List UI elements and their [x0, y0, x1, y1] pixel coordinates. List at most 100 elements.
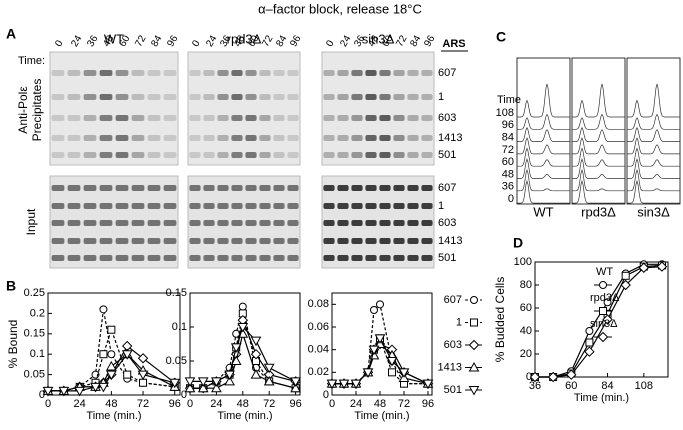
- gel-band: [393, 203, 405, 209]
- marker: [388, 368, 396, 377]
- time-tick-label: 96: [165, 33, 180, 49]
- input-label: Input: [24, 208, 38, 235]
- gel-band: [67, 203, 81, 209]
- marker: [197, 382, 209, 393]
- gel-band: [163, 238, 177, 244]
- marker: [374, 334, 386, 344]
- time-tick-label: 24: [338, 33, 353, 49]
- time-tick-label: 72: [502, 144, 514, 156]
- gel-band: [259, 238, 271, 244]
- gel-band: [147, 185, 161, 191]
- gel-band: [189, 70, 201, 76]
- y-tick-label: 0: [323, 389, 329, 401]
- gel-band: [147, 94, 161, 100]
- gel-band: [379, 220, 391, 226]
- gel-band: [245, 70, 257, 76]
- gel-band: [407, 115, 419, 121]
- gel-band: [365, 70, 377, 76]
- gel-band: [67, 115, 81, 121]
- gel-band: [323, 70, 335, 76]
- gel-band: [393, 152, 405, 158]
- gel-band: [245, 185, 257, 191]
- gel-band: [407, 238, 419, 244]
- marker: [230, 355, 242, 365]
- gel-band: [287, 70, 299, 76]
- gel-band: [351, 238, 363, 244]
- gel-band: [393, 238, 405, 244]
- gel-band: [231, 203, 243, 209]
- marker: [99, 305, 108, 314]
- x-tick-label: 0: [187, 398, 193, 410]
- marker: [599, 307, 607, 315]
- gel-band: [231, 135, 243, 141]
- gel-band: [323, 203, 335, 209]
- time-tick-label: 60: [246, 33, 261, 49]
- marker: [184, 377, 196, 387]
- gel-band: [379, 152, 391, 158]
- gel-band: [163, 70, 177, 76]
- ars-label: 1413: [438, 235, 462, 247]
- gel-band: [131, 70, 145, 76]
- histogram-curve: [627, 83, 680, 118]
- y-tick-label: 0.04: [308, 344, 329, 356]
- gel-band: [259, 255, 271, 261]
- gel-band: [287, 255, 299, 261]
- gel-band: [231, 152, 243, 158]
- gel-band: [163, 185, 177, 191]
- gel-band: [273, 70, 285, 76]
- gel-band: [351, 220, 363, 226]
- gel-band: [217, 220, 229, 226]
- legend-label: 1413: [438, 361, 462, 373]
- gel-band: [99, 135, 113, 141]
- gel-band: [217, 135, 229, 141]
- gel-band: [51, 203, 65, 209]
- time-tick-label: 0: [324, 38, 337, 49]
- ip-label: Precipitates: [30, 79, 44, 142]
- gel-band: [147, 70, 161, 76]
- legend-label: rpd3Δ: [590, 292, 620, 304]
- plot-frame: [189, 292, 301, 396]
- ars-label: 607: [438, 67, 456, 79]
- ars-header: ARS: [442, 38, 465, 50]
- gel-band: [163, 152, 177, 158]
- gel-band: [147, 220, 161, 226]
- gel-band: [421, 203, 433, 209]
- marker: [597, 331, 609, 343]
- gel-band: [131, 203, 145, 209]
- x-tick-label: 72: [263, 398, 275, 410]
- legend-label: 1: [456, 316, 462, 328]
- gel-band: [379, 135, 391, 141]
- marker: [529, 371, 541, 383]
- y-axis-label: % Budded Cells: [493, 277, 507, 362]
- marker: [638, 262, 650, 273]
- y-tick-label: 0: [526, 371, 532, 383]
- x-axis-label: Time (min.): [574, 392, 629, 404]
- y-tick-label: 0.05: [166, 355, 187, 367]
- gel-band: [421, 185, 433, 191]
- x-tick-label: 0: [329, 398, 335, 410]
- gel-band: [379, 94, 391, 100]
- gel-band: [365, 152, 377, 158]
- gel-band: [203, 94, 215, 100]
- marker: [603, 298, 612, 307]
- gel-band: [83, 152, 97, 158]
- strain-label: WT: [533, 204, 553, 219]
- series-line: [332, 343, 429, 385]
- time-tick-label: 84: [149, 33, 164, 49]
- marker: [137, 370, 149, 381]
- gel-band: [83, 203, 97, 209]
- marker: [137, 353, 149, 364]
- gel-band: [217, 70, 229, 76]
- gel-band: [67, 185, 81, 191]
- y-tick-label: 0.02: [308, 366, 329, 378]
- x-tick-label: 72: [137, 398, 149, 410]
- gel-band: [115, 94, 129, 100]
- gel-band: [99, 115, 113, 121]
- strain-label: sin3Δ: [362, 31, 395, 46]
- y-tick-label: 0.2: [30, 307, 45, 319]
- marker: [350, 379, 362, 390]
- gel-band: [189, 94, 201, 100]
- gel-band: [323, 152, 335, 158]
- marker: [74, 386, 86, 397]
- histogram-curve: [517, 147, 570, 167]
